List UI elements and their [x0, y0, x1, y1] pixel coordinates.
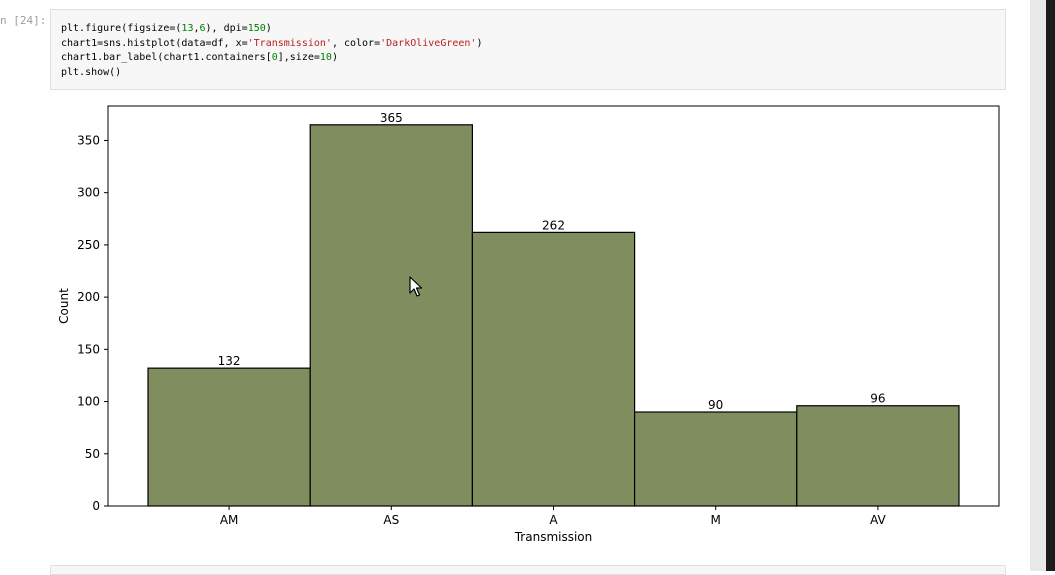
- histogram-bar: [471, 231, 636, 507]
- cell-prompt: n [24]:: [0, 14, 47, 27]
- code-token: 'DarkOliveGreen': [380, 37, 477, 49]
- code-token: ), dpi=: [205, 23, 248, 34]
- code-token: 10: [319, 52, 332, 63]
- histogram-bar: [309, 124, 474, 507]
- vertical-scrollbar[interactable]: [1030, 0, 1046, 571]
- bar-value-label: 96: [870, 392, 885, 406]
- code-token: plt.figure(figsize=(: [61, 23, 182, 34]
- x-tick-label: A: [549, 513, 558, 527]
- code-token: 150: [247, 23, 266, 34]
- code-line: plt.show(): [61, 67, 121, 78]
- code-token: 0: [271, 52, 278, 63]
- code-token: 'Transmission': [247, 37, 332, 49]
- bar-value-label: 90: [708, 398, 723, 412]
- x-axis-label: Transmission: [514, 530, 593, 544]
- bar-value-label: 132: [218, 354, 241, 368]
- bar-value-label: 365: [380, 111, 403, 125]
- bar-value-label: 262: [542, 218, 565, 232]
- y-tick-label: 150: [77, 342, 100, 356]
- code-block[interactable]: plt.figure(figsize=(13,6), dpi=150) char…: [61, 22, 482, 80]
- y-tick-label: 350: [77, 133, 100, 147]
- x-tick-label: AS: [383, 513, 399, 527]
- code-token: chart1.bar_label(chart1.containers[: [61, 52, 272, 63]
- x-tick-label: AM: [220, 513, 239, 527]
- x-tick-label: M: [711, 513, 721, 527]
- code-line: plt.figure(figsize=(13,6), dpi=150): [61, 23, 272, 34]
- plot-frame: [107, 105, 1000, 507]
- code-token: plt.show(): [61, 66, 122, 78]
- mouse-cursor-icon: [409, 276, 423, 297]
- code-token: 13: [181, 23, 194, 34]
- code-cell[interactable]: plt.figure(figsize=(13,6), dpi=150) char…: [50, 9, 1006, 90]
- histogram-chart: 132 AM 365 AS 262 A 90 M 96 AV 0 50 100 150 200 250 300 3…: [57, 105, 1000, 544]
- code-token: ): [476, 37, 483, 49]
- next-code-cell[interactable]: [50, 565, 1006, 575]
- y-tick-label: 300: [77, 186, 100, 200]
- y-tick-label: 50: [85, 447, 100, 461]
- code-token: ,: [193, 23, 200, 34]
- y-tick-label: 0: [92, 499, 100, 513]
- y-tick-label: 100: [77, 395, 100, 409]
- y-tick-label: 250: [77, 238, 100, 252]
- code-token: ): [331, 52, 338, 63]
- window-edge: [1046, 0, 1055, 571]
- code-token: 6: [199, 23, 206, 34]
- y-tick-label: 200: [77, 290, 100, 304]
- code-token: chart1=sns.histplot(data=df, x=: [61, 37, 248, 49]
- x-tick-label: AV: [870, 513, 886, 527]
- code-token: ): [265, 23, 272, 34]
- histogram-bar: [633, 411, 798, 507]
- code-token: ],size=: [277, 52, 320, 63]
- code-line: chart1=sns.histplot(data=df, x='Transmis…: [61, 38, 482, 49]
- code-token: , color=: [331, 37, 381, 49]
- histogram-bar: [796, 405, 960, 507]
- code-line: chart1.bar_label(chart1.containers[0],si…: [61, 52, 338, 63]
- y-axis-label: Count: [57, 288, 71, 324]
- histogram-bar: [147, 367, 311, 507]
